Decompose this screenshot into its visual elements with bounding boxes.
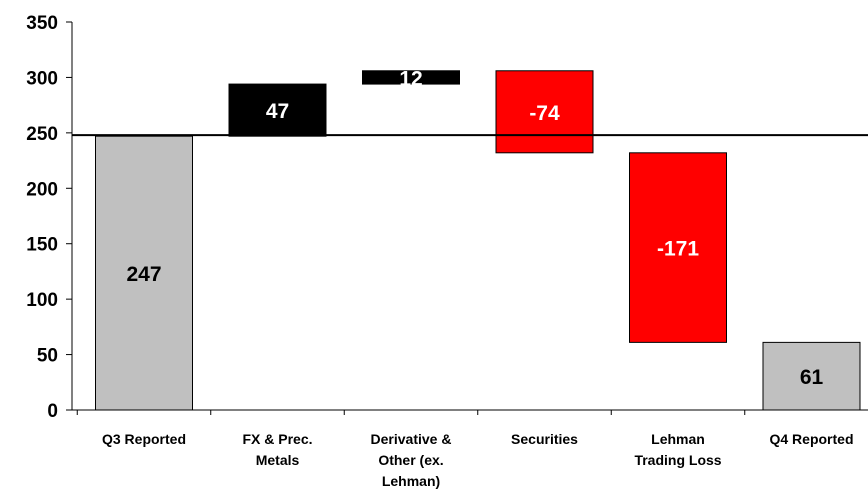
y-tick-label-3: 150 [26, 235, 58, 256]
category-label-3: Securities [511, 431, 578, 447]
bar-1 [228, 83, 327, 137]
y-tick-label-5: 250 [26, 124, 58, 145]
y-tick-label-6: 300 [26, 68, 58, 89]
data-label-4: -171 [657, 238, 699, 261]
data-label-5: 61 [800, 366, 824, 389]
data-label-3: -74 [529, 102, 560, 125]
y-tick-label-4: 200 [26, 179, 58, 200]
data-labels-layer: 247 47 12 -74 -171 61 [126, 67, 823, 389]
data-label-2: 12 [399, 67, 422, 90]
x-axis: Q3 Reported FX & Prec. Metals Derivative & O… [72, 409, 868, 489]
y-tick-label-7: 350 [26, 13, 58, 34]
y-tick-label-1: 50 [37, 346, 58, 367]
y-axis: 0 50 100 150 200 250 300 350 [26, 13, 73, 422]
category-label-1: FX & Prec. Metals [242, 431, 312, 468]
bars-layer [95, 70, 861, 411]
y-tick-label-2: 100 [26, 290, 58, 311]
y-tick-label-0: 0 [47, 401, 58, 422]
category-label-5: Q4 Reported [769, 431, 853, 447]
data-label-1: 47 [266, 100, 289, 123]
category-label-4: Lehman Trading Loss [634, 431, 721, 468]
category-label-2: Derivative & Other (ex. Lehman) [371, 431, 452, 489]
bar-0 [95, 135, 193, 411]
bar-2 [362, 70, 460, 85]
data-label-0: 247 [126, 263, 161, 286]
bar-4 [629, 152, 727, 343]
category-label-0: Q3 Reported [102, 431, 186, 447]
bar-3 [495, 70, 594, 154]
